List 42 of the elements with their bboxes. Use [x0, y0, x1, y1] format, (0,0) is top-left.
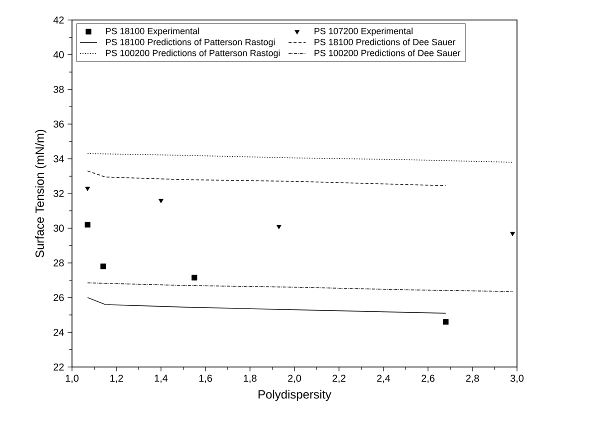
y-tick-label: 36 [54, 120, 64, 128]
point [85, 186, 90, 192]
point [510, 232, 515, 236]
x-tick-label: 2,2 [332, 374, 346, 384]
y-tick-label: 22 [54, 364, 64, 370]
x-tick-label: 1,8 [244, 374, 256, 384]
legend-label: PS 100200 Predictions of Dee Sauer [314, 50, 460, 56]
y-tick-label: 26 [54, 294, 64, 302]
point [158, 198, 164, 204]
x-tick-label: 2,0 [288, 374, 302, 384]
x-tick-label: 1,6 [199, 374, 212, 384]
x-tick-label: 1,0 [66, 374, 79, 384]
x-tick-label: 2,4 [377, 374, 390, 384]
y-tick-label: 24 [54, 328, 64, 336]
line-series [87, 297, 446, 314]
y-tick-label: 32 [54, 190, 64, 198]
x-tick-label: 3,0 [510, 374, 524, 384]
point [443, 319, 449, 325]
x-tick-label: 1,4 [154, 374, 168, 383]
legend-label: PS 18100 Predictions of Dee Sauer [314, 38, 456, 46]
y-tick-label: 28 [54, 259, 64, 266]
y-tick-label: 42 [53, 16, 64, 24]
y-tick-label: 30 [54, 224, 64, 232]
x-tick-label: 2,6 [422, 374, 434, 384]
x-tick-label: 1,2 [110, 374, 123, 384]
legend-label: PS 18100 Experimental [106, 28, 199, 36]
legend-label: PS 107200 Experimental [314, 28, 412, 36]
line-series [87, 153, 513, 163]
point [276, 224, 282, 230]
y-axis-title: Surface Tension (mN/m) [35, 130, 46, 258]
line-series [87, 170, 446, 186]
point [100, 264, 106, 270]
y-tick-label: 38 [54, 86, 64, 93]
legend-label: PS 100200 Predictions of Patterson Rastogi [106, 50, 280, 58]
y-tick-label: 34 [54, 155, 64, 162]
point [84, 222, 90, 228]
y-tick-label: 40 [53, 51, 64, 58]
line-series [87, 282, 513, 292]
point [192, 274, 198, 280]
x-tick-label: 2,8 [466, 374, 479, 384]
legend-label: PS 18100 Predictions of Patterson Rastogi [106, 38, 275, 47]
x-axis-title: Polydispersity [258, 390, 332, 401]
